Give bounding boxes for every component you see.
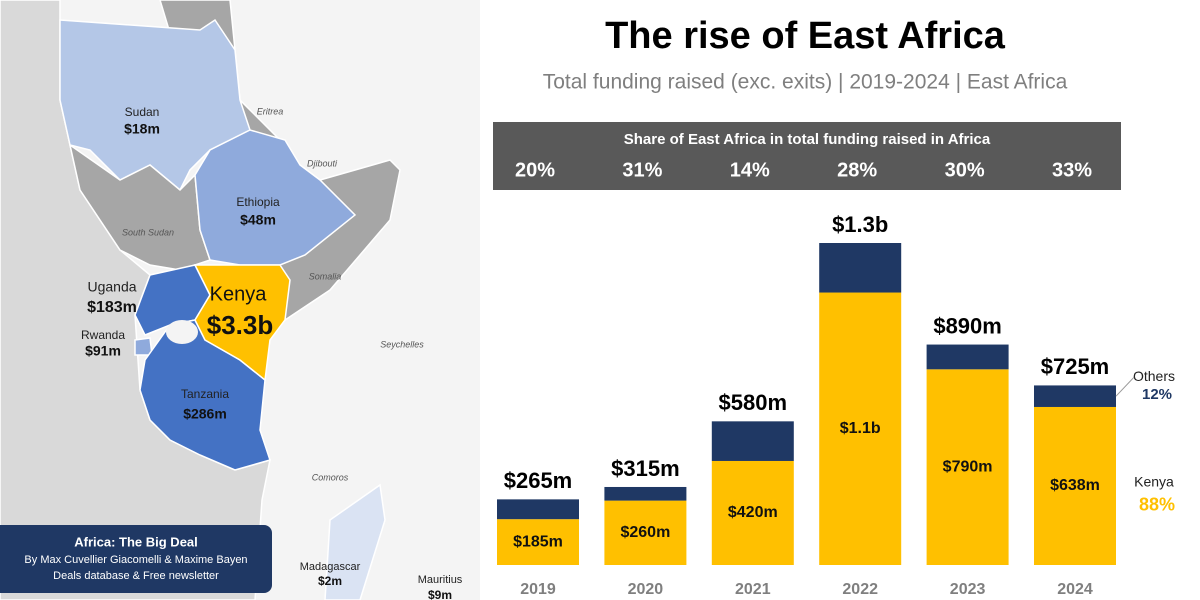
ethiopia: [194, 129, 357, 266]
legend-label: Others: [1133, 368, 1175, 384]
footer-tagline: Deals database & Free newsletter: [53, 570, 219, 582]
legend-leader: [1115, 376, 1135, 397]
x-tick-label: 2022: [842, 581, 878, 598]
kenya: [193, 264, 291, 382]
map-amount: $48m: [240, 212, 276, 228]
x-tick-label: 2021: [735, 581, 771, 598]
map-label: South Sudan: [122, 227, 174, 237]
footer-box: Africa: The Big Deal By Max Cuvellier Gi…: [0, 525, 272, 593]
value-label: $260m: [620, 524, 670, 541]
bar-segment: [711, 460, 794, 565]
legend-share: 12%: [1142, 386, 1172, 403]
map-amount: $18m: [124, 121, 160, 137]
share-band: [493, 122, 1121, 190]
legend-label: Kenya: [1134, 474, 1174, 490]
bar-segment: [497, 499, 579, 520]
bar-segment: [926, 369, 1009, 565]
share-label: 33%: [1052, 159, 1092, 181]
x-tick-label: 2024: [1057, 581, 1093, 598]
map-amount: $9m: [428, 588, 452, 600]
share-title: Share of East Africa in total funding ra…: [624, 131, 991, 148]
share-label: 28%: [837, 159, 877, 181]
x-tick-label: 2023: [950, 581, 986, 598]
footer-bg: [0, 525, 272, 593]
bar-segment: [819, 243, 902, 293]
value-label: $1.1b: [840, 420, 881, 437]
total-label: $265m: [504, 468, 573, 493]
bar-segment: [711, 421, 794, 461]
total-label: $725m: [1041, 354, 1110, 379]
map-country: Mauritius: [418, 574, 463, 586]
bar-segment: [604, 486, 687, 501]
share-label: 31%: [622, 159, 662, 181]
map-country: Ethiopia: [236, 195, 280, 209]
map-country: Kenya: [210, 283, 268, 305]
map-label: Comoros: [312, 472, 349, 482]
total-label: $315m: [611, 456, 680, 481]
map-label: Djibouti: [307, 158, 338, 168]
map-country: Madagascar: [300, 561, 361, 573]
share-label: 14%: [730, 159, 770, 181]
lake-victoria: [166, 320, 198, 344]
map-country: Uganda: [87, 279, 136, 295]
footer-title: Africa: The Big Deal: [74, 534, 198, 549]
map-label: Eritrea: [257, 106, 284, 116]
value-label: $638m: [1050, 477, 1100, 494]
map-label: Somalia: [309, 271, 342, 281]
value-label: $790m: [943, 458, 993, 475]
rwanda: [134, 337, 153, 356]
sudan: [59, 18, 251, 192]
total-label: $890m: [933, 313, 1002, 338]
map-amount: $3.3b: [207, 310, 274, 340]
bar-segment: [1034, 406, 1116, 565]
legend-share: 88%: [1139, 495, 1175, 515]
map-label: Seychelles: [380, 339, 424, 349]
value-label: $185m: [513, 533, 563, 550]
share-label: 30%: [945, 159, 985, 181]
bar-segment: [604, 500, 687, 565]
chart-subtitle: Total funding raised (exc. exits) | 2019…: [543, 71, 1068, 94]
bar-segment: [1034, 385, 1116, 407]
bar-segment: [926, 344, 1009, 370]
share-label: 20%: [515, 159, 555, 181]
map-amount: $91m: [85, 343, 121, 359]
footer-authors: By Max Cuvellier Giacomelli & Maxime Bay…: [24, 554, 247, 566]
x-tick-label: 2019: [520, 581, 556, 598]
map-amount: $2m: [318, 574, 342, 588]
map-amount: $286m: [183, 406, 227, 422]
total-label: $580m: [719, 390, 788, 415]
map: Sudan $18m Ethiopia $48m Uganda $183m Rw…: [0, 0, 480, 600]
chart-title: The rise of East Africa: [605, 15, 1006, 57]
map-country: Tanzania: [181, 387, 229, 401]
bar-segment: [497, 519, 579, 565]
value-label: $420m: [728, 504, 778, 521]
madagascar: [324, 483, 386, 600]
x-tick-label: 2020: [628, 581, 664, 598]
map-country: Sudan: [125, 105, 160, 119]
map-country: Rwanda: [81, 328, 125, 342]
total-label: $1.3b: [832, 212, 888, 237]
map-amount: $183m: [87, 299, 137, 316]
bar-segment: [819, 292, 902, 565]
